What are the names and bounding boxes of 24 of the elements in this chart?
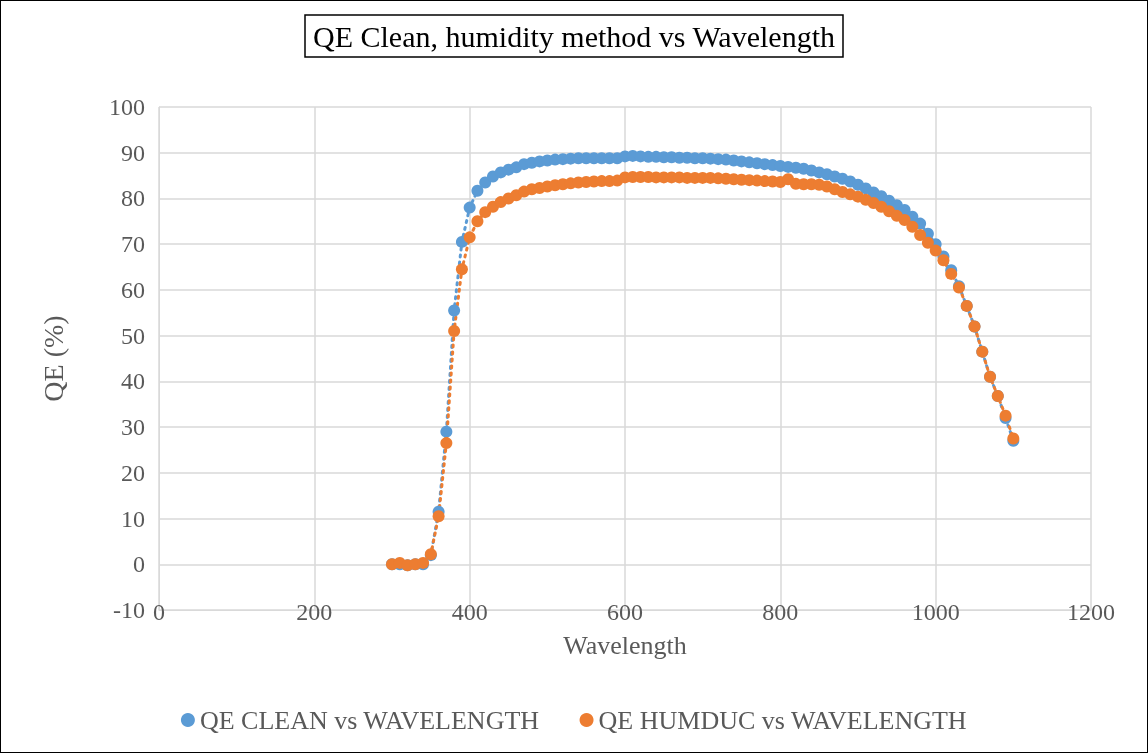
x-axis-title: Wavelength (563, 630, 687, 660)
y-tick-label: 90 (121, 139, 145, 166)
y-tick-label: -10 (113, 597, 145, 623)
legend-label: QE CLEAN vs WAVELENGTH (199, 705, 540, 735)
y-tick-label: 80 (121, 185, 145, 212)
y-tick-label: 30 (121, 414, 145, 441)
y-tick-label: 60 (121, 276, 145, 303)
y-tick-label: 40 (121, 368, 145, 395)
y-tick-label: 70 (121, 231, 145, 258)
x-tick-label: 1000 (911, 599, 960, 625)
y-tick-label: 100 (109, 94, 145, 120)
y-tick-label: 0 (133, 551, 145, 578)
y-axis-title: QE (%) (37, 315, 69, 402)
x-tick-label: 600 (607, 599, 643, 625)
y-tick-label: 50 (121, 322, 145, 349)
x-tick-label: 1200 (1067, 599, 1115, 625)
x-tick-label: 0 (153, 599, 165, 625)
x-tick-label: 800 (762, 599, 799, 625)
y-tick-label: 20 (121, 459, 145, 486)
legend-label: QE HUMDUC vs WAVELENGTH (598, 705, 967, 735)
x-tick-label: 200 (296, 599, 333, 625)
y-tick-label: 10 (121, 505, 145, 532)
x-tick-label: 400 (451, 599, 488, 625)
chart-title: QE Clean, humidity method vs Wavelength (313, 19, 835, 53)
